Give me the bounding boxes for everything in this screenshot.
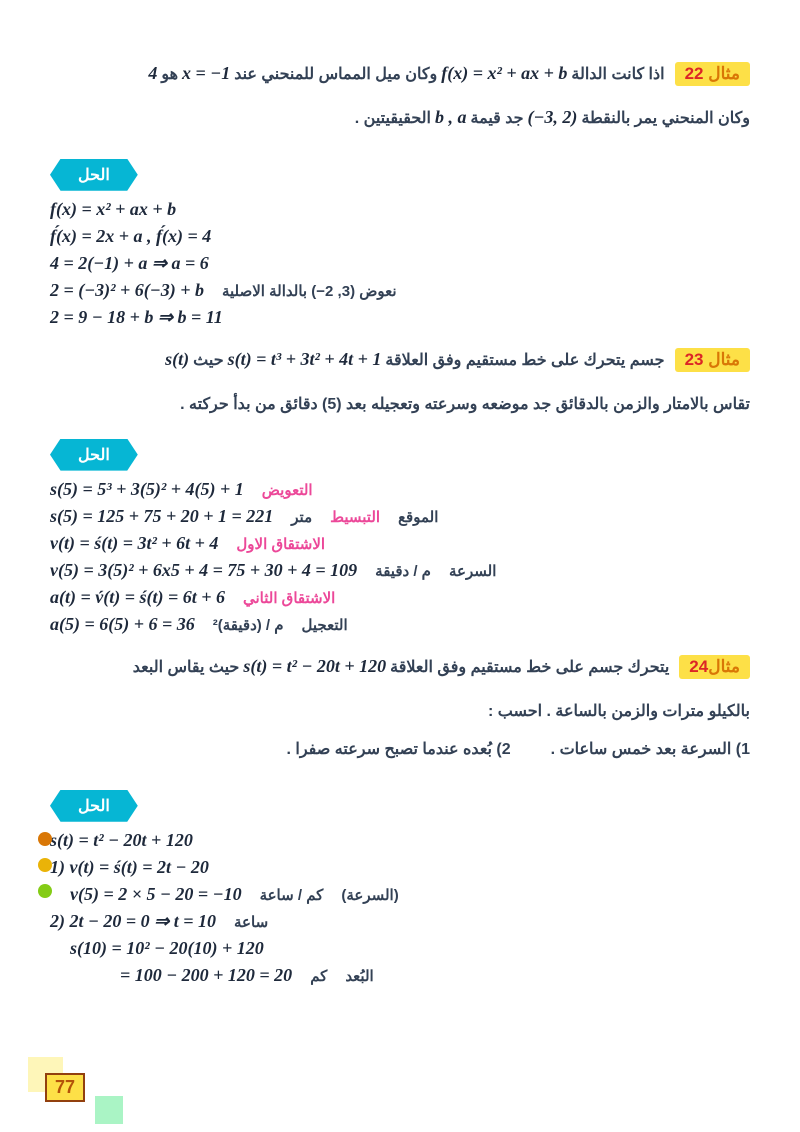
solution-label: الحل [50, 159, 138, 191]
solution-work: f(x) = x² + ax + b f́(x) = 2x + a , f́(x… [50, 199, 640, 328]
decorative-dot [38, 884, 52, 898]
decorative-dot [38, 832, 52, 846]
sub-questions: 1) السرعة بعد خمس ساعات . 2) بُعده عندما… [50, 735, 750, 773]
example-badge: مثال 22 [675, 62, 750, 86]
decorative-square [95, 1096, 123, 1124]
example-24: مثال24 يتحرك جسم على خط مستقيم وفق العلا… [50, 653, 750, 986]
problem-statement: مثال 22 اذا كانت الدالة f(x) = x² + ax +… [50, 60, 750, 98]
solution-work: s(5) = 5³ + 3(5)² + 4(5) + 1التعويض s(5)… [50, 479, 640, 635]
page-number: 77 [45, 1073, 85, 1102]
example-badge: مثال24 [679, 655, 750, 679]
example-23: مثال 23 جسم يتحرك على خط مستقيم وفق العل… [50, 346, 750, 635]
example-badge: مثال 23 [675, 348, 750, 372]
problem-statement: مثال 23 جسم يتحرك على خط مستقيم وفق العل… [50, 346, 750, 384]
problem-statement-line2: بالكيلو مترات والزمن بالساعة . احسب : [50, 697, 750, 727]
problem-statement-line2: تقاس بالامتار والزمن بالدقائق جد موضعه و… [50, 390, 750, 420]
solution-work: s(t) = t² − 20t + 120 1) v(t) = ś(t) = 2… [50, 830, 640, 986]
example-22: مثال 22 اذا كانت الدالة f(x) = x² + ax +… [50, 60, 750, 328]
solution-label: الحل [50, 790, 138, 822]
decorative-dot [38, 858, 52, 872]
problem-statement: مثال24 يتحرك جسم على خط مستقيم وفق العلا… [50, 653, 750, 691]
problem-statement-line2: وكان المنحني يمر بالنقطة (−3, 2) جد قيمة… [50, 104, 750, 142]
textbook-page: مثال 22 اذا كانت الدالة f(x) = x² + ax +… [0, 0, 800, 1132]
solution-label: الحل [50, 439, 138, 471]
